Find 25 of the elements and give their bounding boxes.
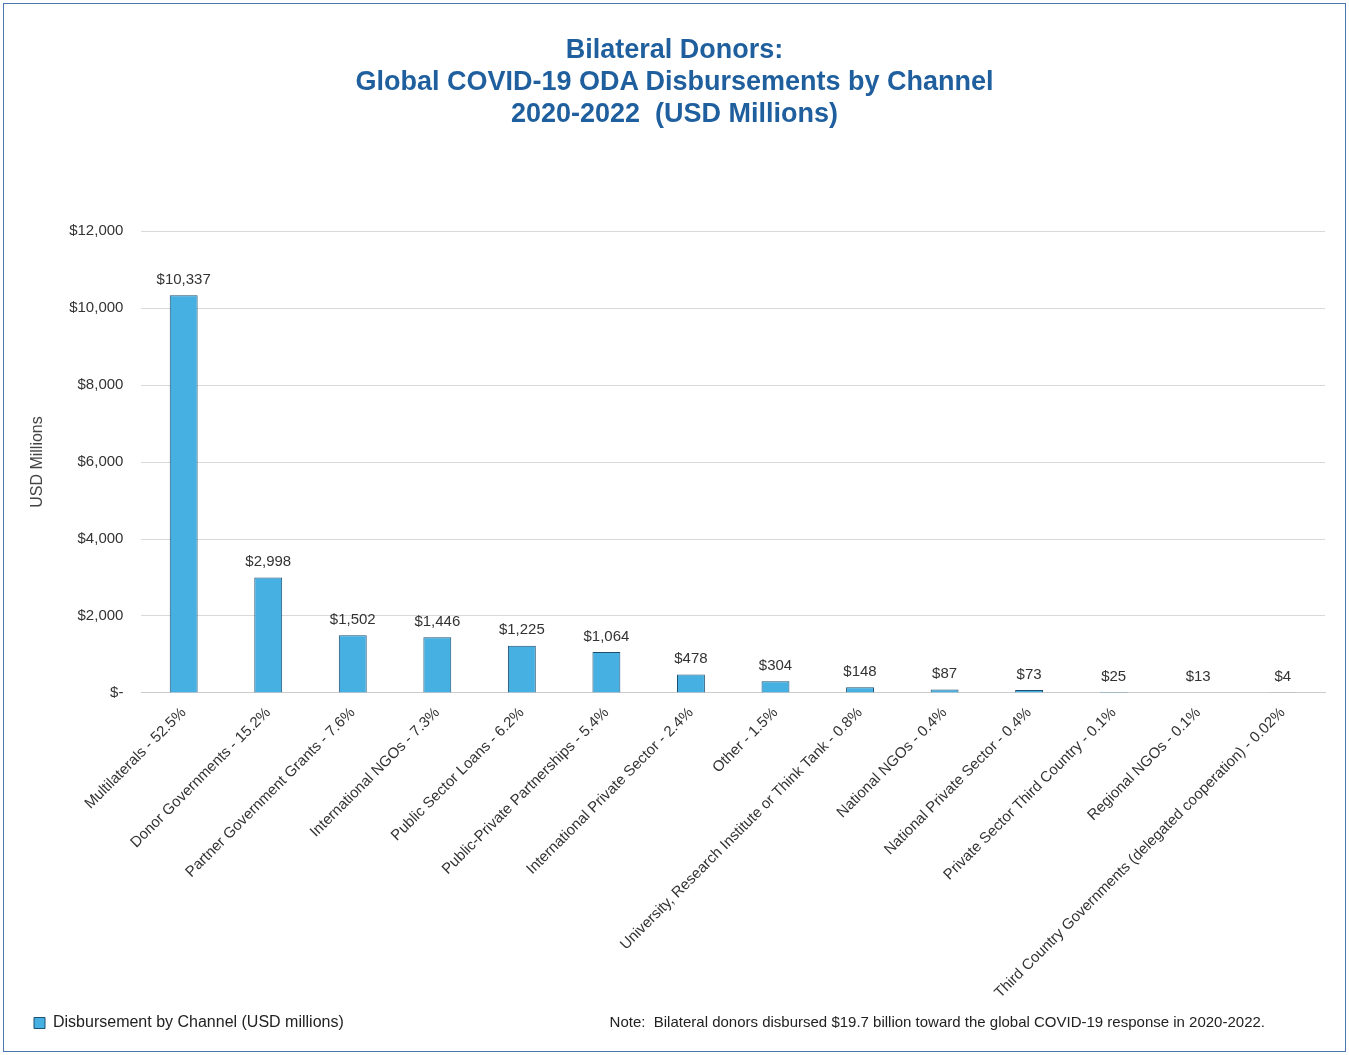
data-label: $10,337 [156,269,211,287]
data-label: $1,064 [583,626,630,644]
text: Note: Bilateral donors disbursed $19.7 billion toward the global COVID-19 response in 2020-2022. [609,1013,1265,1031]
data-label: $73 [1016,664,1042,682]
y-axis-title: USD Millions [28,416,46,508]
y-tick-label: $6,000 [77,452,124,470]
data-label: $13 [1185,667,1211,685]
legend-label: Disbursement by Channel (USD millions) [53,1013,344,1031]
data-label: $148 [843,661,877,679]
data-label: $87 [932,664,958,682]
y-tick-label: $12,000 [69,221,124,239]
data-label: $304 [758,655,793,673]
data-label: $478 [674,649,708,667]
data-label: $1,446 [414,611,461,629]
data-label: $25 [1101,666,1127,684]
y-tick-label: $10,000 [69,298,124,316]
data-label: $1,502 [329,609,376,627]
data-label: $1,225 [498,620,545,638]
y-tick-label: $8,000 [77,375,124,393]
y-tick-label: $4,000 [77,529,124,547]
y-tick-label: $- [110,683,124,701]
data-label: $2,998 [245,552,292,570]
chart-title: Bilateral Donors: Global COVID-19 ODA Disbursements by Channel 2020-2022 (USD Millions) [355,33,994,129]
y-tick-label: $2,000 [77,606,124,624]
data-label: $4 [1274,667,1292,685]
